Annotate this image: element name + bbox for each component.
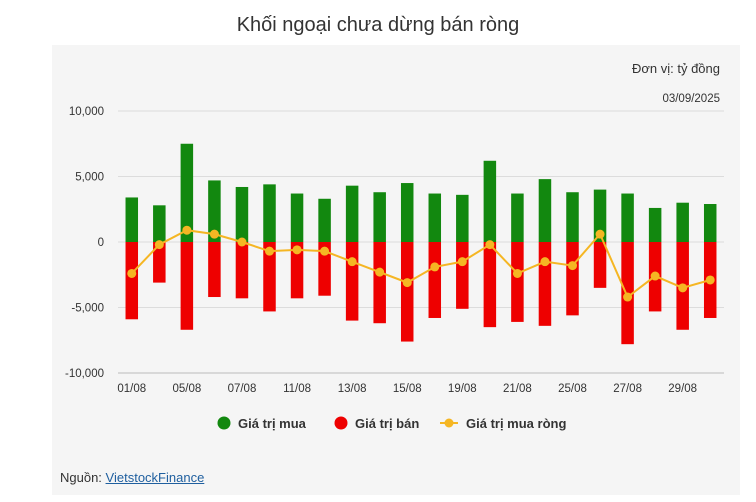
sell-bar — [511, 242, 524, 322]
sell-bar — [125, 242, 139, 320]
net-point — [457, 257, 467, 267]
sell-bar — [180, 242, 194, 330]
net-line — [131, 229, 711, 299]
source-note: Nguồn: VietstockFinance — [60, 470, 204, 485]
net-point — [375, 267, 385, 277]
buy-bar — [180, 143, 194, 242]
sell-bar — [153, 242, 166, 283]
buy-bar — [345, 185, 359, 242]
buy-bar — [648, 207, 662, 242]
net-point — [540, 257, 550, 267]
x-tick-label: 21/08 — [503, 383, 532, 395]
chart-title: Khối ngoại chưa dừng bán ròng — [236, 14, 520, 36]
net-point — [265, 246, 274, 256]
buy-bar — [621, 193, 634, 242]
buy-bar — [208, 180, 221, 242]
buy-bar — [290, 193, 304, 242]
sell-bar — [208, 242, 221, 298]
buy-bar — [566, 192, 579, 242]
legend-label: Giá trị mua ròng — [466, 416, 566, 431]
buy-bar — [676, 202, 689, 242]
x-tick-label: 27/08 — [613, 383, 642, 395]
net-point — [678, 283, 688, 293]
legend-sell-marker — [334, 416, 348, 430]
y-tick-label: -10,000 — [65, 368, 104, 380]
buy-bar — [703, 204, 717, 242]
sell-bar — [345, 242, 359, 321]
buy-bar — [538, 179, 552, 242]
legend-buy-marker — [217, 416, 231, 430]
sell-bar — [538, 242, 552, 326]
buy-bar — [235, 186, 249, 242]
net-point — [127, 268, 137, 278]
net-point — [154, 240, 164, 250]
buy-bar — [318, 198, 331, 242]
net-point — [402, 278, 412, 288]
x-tick-label: 01/08 — [117, 383, 146, 395]
net-point — [292, 245, 302, 255]
source-prefix: Nguồn: — [60, 470, 106, 485]
unit-label: Đơn vị: tỷ đồng — [631, 61, 720, 76]
net-point — [512, 268, 522, 278]
net-point — [568, 261, 577, 271]
buy-bar — [511, 193, 524, 242]
net-point — [705, 275, 715, 285]
buy-bar — [263, 184, 276, 242]
buy-bar — [125, 197, 139, 242]
net-point — [430, 262, 440, 272]
y-tick-label: 5,000 — [75, 172, 104, 184]
date-label: 03/09/2025 — [662, 93, 720, 105]
buy-bar — [456, 194, 469, 242]
buy-bar — [373, 192, 386, 242]
sell-bar — [235, 242, 249, 299]
x-tick-label: 05/08 — [172, 383, 201, 395]
sell-bar — [428, 242, 442, 318]
sell-bar — [483, 242, 497, 328]
net-point — [595, 229, 605, 239]
buy-bar — [153, 205, 166, 242]
net-point — [347, 257, 357, 267]
buy-bar — [483, 160, 497, 242]
x-tick-label: 13/08 — [338, 383, 367, 395]
x-tick-label: 11/08 — [283, 383, 311, 395]
x-tick-label: 29/08 — [668, 383, 697, 395]
source-link[interactable]: VietstockFinance — [105, 470, 205, 485]
sell-bar — [290, 242, 304, 299]
sell-bar — [566, 242, 579, 316]
buy-bar — [400, 183, 414, 242]
buy-bar — [593, 189, 607, 242]
y-tick-label: -5,000 — [71, 303, 104, 315]
y-tick-label: 10,000 — [69, 106, 104, 118]
x-tick-label: 19/08 — [448, 383, 477, 395]
x-tick-label: 25/08 — [558, 383, 587, 395]
sell-bar — [373, 242, 386, 324]
buy-bar — [428, 193, 442, 242]
sell-bar — [400, 242, 414, 342]
sell-bar — [263, 242, 276, 312]
sell-bar — [318, 242, 331, 296]
y-tick-label: 0 — [98, 237, 104, 249]
x-tick-label: 15/08 — [393, 383, 422, 395]
legend-net-marker — [444, 418, 454, 428]
net-point — [182, 225, 192, 235]
legend-label: Giá trị bán — [355, 416, 419, 431]
sell-bar — [456, 242, 469, 309]
net-point — [650, 271, 660, 281]
net-point — [237, 237, 247, 247]
net-point — [320, 246, 330, 256]
sell-bar — [593, 242, 607, 288]
net-point — [623, 292, 633, 302]
net-point — [485, 240, 495, 250]
net-point — [209, 229, 219, 239]
x-tick-label: 07/08 — [228, 383, 257, 395]
legend-label: Giá trị mua — [238, 416, 307, 431]
